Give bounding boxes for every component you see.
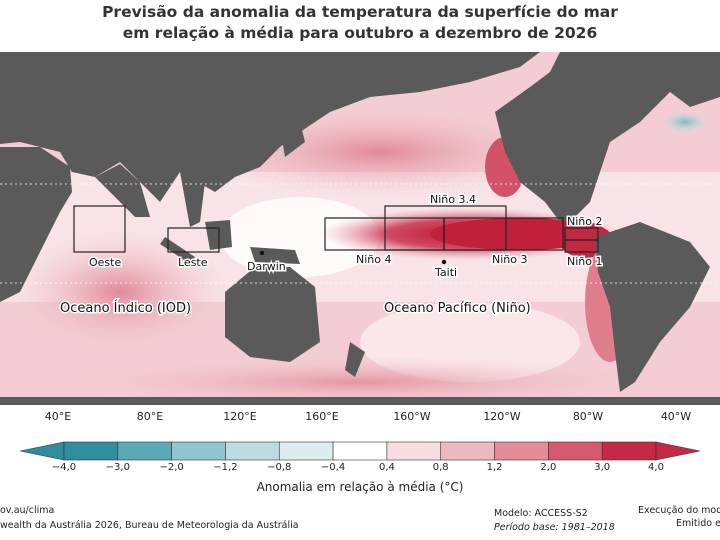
warm-south-ocean [60,357,660,405]
colorbar-tick-label: 0,4 [378,462,395,473]
label-pacific-ocean: Oceano Pacífico (Niño) [384,301,531,316]
colorbar-segment [225,441,280,461]
colorbar-segment [440,441,495,461]
colorbar-tick-label: 3,0 [594,462,611,473]
land-new-zealand [345,342,365,377]
land-indochina [180,172,205,227]
footer-model: Modelo: ACCESS-S2 [494,508,588,519]
colorbar-segment [601,441,657,461]
colorbar-tick-label: 4,0 [648,462,664,473]
box-leste [167,227,220,253]
darwin-marker [259,250,265,256]
footer-base-period: Período base: 1981–2018 [494,522,615,533]
label-nino34: Niño 3.4 [430,193,476,206]
colorbar-segment [548,441,603,461]
land-greenland [690,52,720,82]
colorbar-tick-label: −3,0 [105,462,130,473]
box-nino3 [443,217,564,251]
land-antarctica [0,397,720,405]
lon-label: 80°E [136,410,164,423]
land-sumatra [160,237,195,264]
footer-url: ov.au/clima [0,505,55,516]
colorbar-title: Anomalia em relação à média (°C) [256,480,464,494]
label-nino1: Niño 1 [567,255,602,268]
footer-copyright: wealth da Austrália 2026, Bureau de Mete… [0,520,299,531]
label-taiti: Taiti [434,266,457,279]
colorbar-segment [386,441,442,461]
map-title: Previsão da anomalia da temperatura da s… [0,2,720,44]
colorbar-segment [171,441,226,461]
colorbar-segment [494,441,549,461]
title-line-2: em relação à média para outubro a dezemb… [122,24,598,42]
colorbar-tick-label: 0,8 [432,462,449,473]
label-indian-ocean: Oceano Índico (IOD) [60,300,191,316]
land-india [95,164,150,217]
land-south-america [595,222,710,392]
colorbar-tick-label: −4,0 [51,462,77,473]
warm-indian-ocean [10,232,230,352]
land-eurasia [0,52,540,202]
lon-label: 120°W [483,410,521,423]
land-australia [225,267,320,362]
lon-label: 160°W [393,410,431,423]
colorbar-tick-label: 1,2 [486,462,503,473]
colorbar-segment [117,441,172,461]
taiti-marker [441,259,447,265]
lon-label: 120°E [223,410,257,423]
footer-issued: Emitido em [676,518,720,529]
colorbar-tick-label: −2,0 [159,462,184,473]
land-japan [280,122,305,157]
label-nino2: Niño 2 [567,215,602,228]
label-leste: Leste [178,256,208,269]
lon-label: 80°W [572,410,604,423]
lon-label: 40°W [660,410,692,423]
cool-north-atlantic [660,110,710,134]
lon-label: 40°E [44,410,72,423]
label-nino3: Niño 3 [492,253,527,266]
label-nino4: Niño 4 [356,253,391,266]
colorbar-arrow-low [19,441,65,461]
colorbar-tick-label: −1,2 [213,462,238,473]
colorbar-tick-label: −0,4 [320,462,346,473]
lon-label: 160°E [305,410,339,423]
colorbar-arrow-high [655,441,701,461]
sst-anomaly-map: Oeste Leste Darwin Niño 4 Niño 3.4 Niño … [0,52,720,405]
colorbar [19,441,701,461]
colorbar-segment [332,441,388,461]
land-north-america [495,52,720,222]
colorbar-segment [63,441,119,461]
colorbar-tick-label: 2,0 [540,462,557,473]
title-line-1: Previsão da anomalia da temperatura da s… [102,3,618,21]
colorbar-tick-label: −0,8 [267,462,292,473]
label-darwin: Darwin [247,260,286,273]
label-oeste: Oeste [89,256,121,269]
region-boxes [73,205,599,253]
colorbar-segments [19,441,701,461]
colorbar-segment [278,441,334,461]
footer-run: Execução do modelo [638,505,720,516]
box-oeste [73,205,126,253]
land-africa [0,147,72,302]
land [0,52,720,405]
